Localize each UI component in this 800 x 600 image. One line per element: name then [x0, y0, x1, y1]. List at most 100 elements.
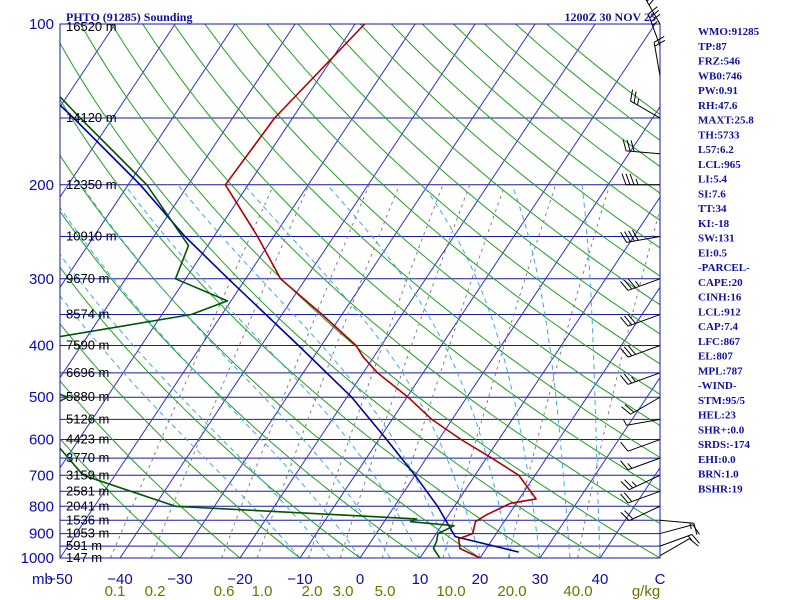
- dry-adiabat-line: [328, 24, 660, 306]
- dry-adiabat-line: [60, 437, 181, 558]
- moist-adiabat-line: [60, 206, 361, 558]
- dry-adiabat-line: [60, 154, 481, 558]
- temperature-tick-label: −40: [107, 571, 132, 588]
- stat-item: BRN:1.0: [698, 469, 739, 481]
- pressure-tick-label: 700: [29, 467, 54, 484]
- wind-barb: [620, 490, 661, 504]
- moist-adiabat-line: [511, 184, 571, 558]
- isotherm-line: [539, 376, 660, 558]
- temperature-tick-label: 40: [592, 571, 609, 588]
- isotherm-line: [60, 24, 296, 379]
- pressure-tick-label: 300: [29, 271, 54, 288]
- wind-barb: [620, 439, 661, 452]
- height-label: 12350 m: [66, 177, 117, 192]
- mixing-ratio-tick-label: 0.2: [145, 583, 166, 600]
- stat-item: LFC:867: [698, 336, 741, 348]
- stat-item: CINH:16: [698, 292, 742, 304]
- isotherm-line: [419, 196, 660, 558]
- mixing-ratio-tick-label: 40.0: [563, 583, 592, 600]
- moist-adiabat-line: [60, 253, 331, 558]
- mixing-ratio-tick-label: 10.0: [436, 583, 465, 600]
- height-label: 7590 m: [66, 338, 109, 353]
- stat-item: CAP:7.4: [698, 321, 739, 333]
- dry-adiabat-line: [80, 24, 660, 558]
- dewpoint-profile-line: [60, 95, 455, 558]
- stat-item: TH:5733: [698, 129, 740, 141]
- mixing-ratio-tick-label: 5.0: [375, 583, 396, 600]
- pressure-tick-label: 900: [29, 526, 54, 543]
- mixing-ratio-tick-label: 3.0: [333, 583, 354, 600]
- mixing-ratio-line: [308, 184, 444, 558]
- dry-adiabat-line: [111, 24, 660, 525]
- mixing-ratio-unit-label: g/kg: [632, 583, 660, 600]
- sounding-profiles: [60, 24, 537, 558]
- dry-adiabat-line: [359, 24, 660, 277]
- wind-barb: [630, 89, 661, 119]
- mixing-ratio-tick-label: 20.0: [497, 583, 526, 600]
- wind-barb: [620, 278, 661, 291]
- pressure-tick-label: 800: [29, 498, 54, 515]
- background-lines: [60, 24, 660, 558]
- temperature-tick-label: −50: [47, 571, 72, 588]
- temperature-tick-label: 30: [532, 571, 549, 588]
- height-label: 2041 m: [66, 498, 109, 513]
- temperature-tick-label: −10: [287, 571, 312, 588]
- stat-item: EHI:0.0: [698, 454, 736, 466]
- stat-item: BSHR:19: [698, 483, 743, 495]
- stat-item: LI:5.4: [698, 174, 728, 186]
- moist-adiabat-line: [243, 184, 481, 558]
- dry-adiabat-line: [235, 24, 660, 395]
- dry-adiabat-line: [297, 24, 660, 335]
- moist-adiabat-line: [80, 184, 391, 558]
- height-label: 10910 m: [66, 228, 117, 243]
- height-label: 1053 m: [66, 526, 109, 541]
- mixing-ratio-line: [256, 184, 400, 558]
- pressure-unit-label: mb: [32, 571, 53, 588]
- mixing-ratio-line: [110, 184, 275, 558]
- stat-item: -PARCEL-: [698, 262, 750, 274]
- stat-item: HEL:23: [698, 410, 736, 422]
- dry-adiabat-line: [173, 24, 660, 459]
- mixing-ratio-tick-label: 0.6: [214, 583, 235, 600]
- temperature-profile-line: [224, 24, 537, 558]
- isotherm-line: [60, 24, 356, 469]
- stat-item: L57:6.2: [698, 144, 734, 156]
- stat-item: SI:7.6: [698, 188, 726, 200]
- wind-barb: [659, 534, 700, 547]
- station-title: PHTO (91285) Sounding: [66, 10, 192, 24]
- height-label: 9670 m: [66, 271, 109, 286]
- moist-adiabat-line: [326, 184, 511, 558]
- wind-barb: [645, 0, 661, 25]
- wind-barb: [620, 505, 661, 522]
- moist-adiabat-line: [60, 295, 301, 558]
- stat-item: RH:47.6: [698, 100, 738, 112]
- wind-barb: [653, 35, 666, 76]
- wind-barb: [620, 372, 661, 385]
- stat-item: PW:0.91: [698, 85, 738, 97]
- wind-barb: [620, 345, 661, 358]
- isotherm-line: [359, 105, 660, 558]
- isotherm-line: [299, 24, 656, 558]
- isotherm-line: [60, 24, 416, 558]
- mixing-ratio-tick-label: 2.0: [302, 583, 323, 600]
- stat-item: WB0:746: [698, 70, 743, 82]
- dry-adiabat-line: [60, 42, 601, 558]
- wind-barb: [620, 314, 661, 327]
- height-label: 3770 m: [66, 450, 109, 465]
- moist-adiabat-line: [581, 184, 601, 558]
- pressure-tick-label: 400: [29, 338, 54, 355]
- stat-item: LCL:965: [698, 159, 741, 171]
- pressure-tick-label: 500: [29, 389, 54, 406]
- height-label: 2581 m: [66, 483, 109, 498]
- height-label: 591 m: [66, 538, 102, 553]
- stat-item: FRZ:546: [698, 56, 741, 68]
- mixing-ratio-line: [381, 184, 506, 558]
- height-label: 8574 m: [66, 307, 109, 322]
- stat-item: EI:0.5: [698, 247, 728, 259]
- pressure-tick-label: 100: [29, 16, 54, 33]
- stat-item: TT:34: [698, 203, 727, 215]
- dry-adiabat-line: [60, 380, 241, 558]
- stat-item: MPL:787: [698, 365, 743, 377]
- dry-adiabat-line: [60, 322, 301, 558]
